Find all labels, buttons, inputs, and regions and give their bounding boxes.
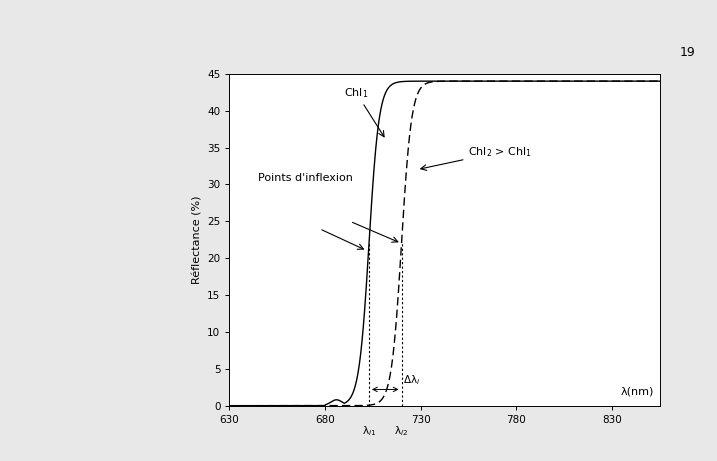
Text: 19: 19 [680, 46, 695, 59]
Text: λ$_{i2}$: λ$_{i2}$ [394, 424, 409, 437]
Text: λ$_{i1}$: λ$_{i1}$ [362, 424, 376, 437]
Text: Chl$_1$: Chl$_1$ [344, 86, 384, 137]
Text: Δλ$_i$: Δλ$_i$ [404, 373, 421, 387]
Text: Chl$_2$ > Chl$_1$: Chl$_2$ > Chl$_1$ [421, 145, 532, 171]
Text: λ(nm): λ(nm) [620, 387, 654, 396]
Y-axis label: Réflectance (%): Réflectance (%) [193, 195, 203, 284]
Text: Points d'inflexion: Points d'inflexion [258, 173, 353, 183]
